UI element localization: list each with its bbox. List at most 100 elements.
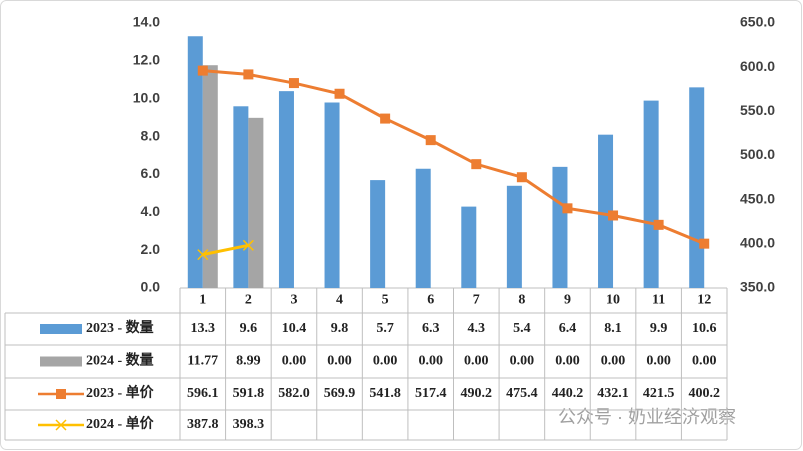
table-value: 6.4: [559, 321, 577, 336]
table-value: 421.5: [643, 386, 675, 401]
table-value: 517.4: [415, 386, 447, 401]
bar: [461, 206, 477, 288]
table-value: 432.1: [597, 386, 629, 401]
bar: [324, 102, 340, 288]
y-tick-label: 0.0: [141, 279, 161, 295]
table-value: 10.4: [282, 321, 307, 336]
bar: [643, 100, 659, 288]
table-value: 0.00: [555, 354, 580, 369]
table-value: 0.00: [646, 354, 671, 369]
marker: [608, 210, 619, 221]
table-value: 9.9: [650, 321, 668, 336]
x-tick-label: 9: [564, 293, 571, 308]
x-tick-label: 12: [697, 293, 711, 308]
table-value: 596.1: [187, 386, 219, 401]
table-value: 4.3: [468, 321, 486, 336]
bar: [598, 134, 614, 288]
x-tick-label: 7: [473, 293, 480, 308]
bar: [187, 36, 203, 288]
table-value: 6.3: [422, 321, 440, 336]
x-tick-label: 3: [290, 293, 297, 308]
y2-tick-label: 350.0: [740, 279, 775, 295]
table-value: 569.9: [324, 386, 356, 401]
bar: [552, 166, 568, 288]
x-tick-label: 4: [336, 293, 343, 308]
x-tick-label: 11: [652, 293, 665, 308]
legend-label: 2023 - 数量: [86, 319, 154, 336]
marker: [516, 172, 527, 183]
marker: [334, 88, 345, 99]
table-value: 475.4: [506, 386, 538, 401]
marker: [699, 238, 710, 249]
y2-tick-label: 450.0: [740, 190, 775, 206]
table-value: 13.3: [191, 321, 216, 336]
table-value: 591.8: [233, 386, 265, 401]
legend-label: 2024 - 单价: [86, 415, 155, 432]
legend-label: 2024 - 数量: [86, 352, 154, 369]
table-value: 0.00: [601, 354, 626, 369]
bar: [415, 168, 431, 288]
x-tick-label: 8: [518, 293, 525, 308]
table-value: 0.00: [327, 354, 352, 369]
table-value: 0.00: [418, 354, 443, 369]
y2-tick-label: 600.0: [740, 58, 775, 74]
y2-tick-label: 400.0: [740, 235, 775, 251]
bar: [248, 117, 264, 288]
table-value: 0.00: [464, 354, 489, 369]
marker: [471, 159, 482, 170]
y-tick-label: 4.0: [141, 203, 161, 219]
marker: [425, 135, 436, 146]
table-value: 5.7: [376, 321, 394, 336]
line: [202, 243, 249, 257]
table-value: 8.1: [604, 321, 622, 336]
legend-key: [40, 356, 82, 367]
table-value: 398.3: [233, 417, 265, 432]
table-value: 9.8: [331, 321, 349, 336]
x-tick-label: 2: [245, 293, 252, 308]
bar: [202, 65, 218, 288]
table-value: 541.8: [369, 386, 401, 401]
table-value: 0.00: [510, 354, 535, 369]
bar: [689, 87, 705, 288]
legend-label: 2023 - 单价: [86, 384, 155, 401]
table-value: 10.6: [692, 321, 717, 336]
x-tick-label: 1: [199, 293, 206, 308]
y-tick-label: 8.0: [141, 127, 161, 143]
marker: [197, 65, 208, 76]
table-value: 0.00: [282, 354, 307, 369]
watermark: 公众号 · 奶业经济观察: [558, 407, 736, 427]
table-value: 387.8: [187, 417, 219, 432]
y-tick-label: 12.0: [133, 52, 160, 68]
y-tick-label: 14.0: [133, 14, 160, 30]
table-value: 11.77: [187, 354, 218, 369]
y2-tick-label: 650.0: [740, 14, 775, 30]
table-value: 400.2: [688, 386, 720, 401]
marker: [243, 69, 254, 80]
bar: [370, 180, 386, 288]
table-value: 582.0: [278, 386, 310, 401]
table-value: 490.2: [461, 386, 493, 401]
legend-key: [55, 419, 67, 431]
table-value: 8.99: [236, 354, 261, 369]
table-value: 0.00: [373, 354, 398, 369]
marker: [653, 219, 664, 230]
y-tick-label: 10.0: [133, 89, 160, 105]
marker: [288, 78, 299, 89]
marker: [242, 239, 254, 251]
table-value: 5.4: [513, 321, 531, 336]
marker: [197, 249, 209, 261]
x-tick-label: 5: [382, 293, 389, 308]
marker: [562, 203, 573, 214]
x-tick-label: 10: [606, 293, 620, 308]
y2-tick-label: 500.0: [740, 146, 775, 162]
line: [202, 69, 705, 246]
bar: [506, 185, 522, 288]
y-tick-label: 2.0: [141, 241, 161, 257]
legend-key: [40, 324, 82, 334]
y-tick-label: 6.0: [141, 165, 161, 181]
bar: [278, 91, 294, 289]
bar: [233, 106, 249, 289]
table-value: 0.00: [692, 354, 717, 369]
x-tick-label: 6: [427, 293, 434, 308]
